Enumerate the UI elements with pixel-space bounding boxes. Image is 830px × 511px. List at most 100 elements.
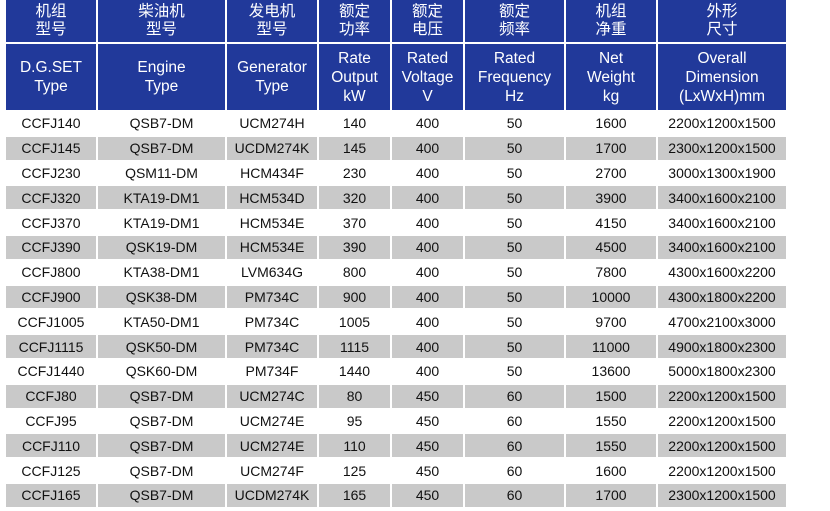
cell-generator-type: PM734F bbox=[226, 358, 319, 385]
cell-overall-dimension: 5000x1800x2300 bbox=[657, 358, 788, 385]
header-line: Frequency bbox=[477, 68, 552, 86]
header-set-type: D.G.SET Type bbox=[6, 43, 98, 112]
cell-set-type: CCFJ1005 bbox=[6, 309, 98, 336]
cell-rated-frequency: 50 bbox=[464, 185, 566, 212]
header-line: Hz bbox=[505, 87, 524, 105]
cell-set-type: CCFJ370 bbox=[6, 210, 98, 236]
cell-generator-type: UCM274E bbox=[226, 408, 319, 435]
cell-engine-type: QSK60-DM bbox=[97, 358, 227, 385]
header-line: Dimension bbox=[685, 68, 759, 86]
cell-rated-output: 230 bbox=[318, 160, 392, 187]
cell-overall-dimension: 4900x1800x2300 bbox=[657, 334, 788, 360]
header-line: 额定 bbox=[498, 3, 530, 20]
table-row: CCFJ1115 QSK50-DM PM734C 1115 400 50 11000 4900… bbox=[6, 334, 788, 360]
table-row: CCFJ320 KTA19-DM1 HCM534D 320 400 50 3900 3400x… bbox=[6, 185, 788, 212]
cell-rated-voltage: 400 bbox=[391, 284, 465, 311]
header-rated-frequency: 额定 频率 bbox=[464, 0, 566, 44]
cell-net-weight: 2700 bbox=[565, 160, 658, 187]
header-line: V bbox=[422, 87, 433, 105]
header-line: kg bbox=[602, 87, 620, 105]
cell-net-weight: 1550 bbox=[565, 433, 658, 460]
cell-rated-voltage: 400 bbox=[391, 160, 465, 187]
header-line: Engine bbox=[137, 59, 186, 76]
cell-set-type: CCFJ1440 bbox=[6, 358, 98, 385]
cell-rated-output: 900 bbox=[318, 284, 392, 311]
cell-rated-output: 80 bbox=[318, 383, 392, 410]
cell-net-weight: 1600 bbox=[565, 111, 658, 137]
cell-engine-type: KTA19-DM1 bbox=[97, 185, 227, 212]
cell-engine-type: QSB7-DM bbox=[97, 482, 227, 509]
cell-rated-voltage: 450 bbox=[391, 433, 465, 460]
header-line: 发电机 bbox=[248, 3, 296, 20]
header-overall-dimension: Overall Dimension (LxWxH)mm bbox=[657, 43, 788, 112]
table-row: CCFJ165 QSB7-DM UCDM274K 165 450 60 1700 2300x1… bbox=[6, 482, 788, 509]
header-rated-frequency: Rated Frequency Hz bbox=[464, 43, 566, 112]
cell-rated-frequency: 50 bbox=[464, 234, 566, 261]
cell-rated-voltage: 400 bbox=[391, 334, 465, 360]
header-line: Rated bbox=[493, 49, 536, 67]
cell-generator-type: UCDM274K bbox=[226, 135, 319, 162]
cell-engine-type: KTA38-DM1 bbox=[97, 259, 227, 286]
header-line: 频率 bbox=[498, 21, 530, 38]
cell-rated-output: 1005 bbox=[318, 309, 392, 336]
cell-rated-output: 145 bbox=[318, 135, 392, 162]
cell-engine-type: QSK19-DM bbox=[97, 234, 227, 261]
cell-net-weight: 1600 bbox=[565, 458, 658, 484]
cell-rated-voltage: 450 bbox=[391, 458, 465, 484]
cell-rated-output: 370 bbox=[318, 210, 392, 236]
header-line: Overall bbox=[697, 49, 747, 67]
header-line: 柴油机 bbox=[138, 3, 185, 20]
cell-overall-dimension: 2200x1200x1500 bbox=[657, 433, 788, 460]
header-line: 额定 bbox=[411, 3, 443, 20]
cell-set-type: CCFJ165 bbox=[6, 482, 98, 509]
cell-net-weight: 11000 bbox=[565, 334, 658, 360]
cell-rated-output: 140 bbox=[318, 111, 392, 137]
header-net-weight: Net Weight kg bbox=[565, 43, 658, 112]
cell-engine-type: QSB7-DM bbox=[97, 383, 227, 410]
cell-rated-voltage: 450 bbox=[391, 482, 465, 509]
cell-net-weight: 4500 bbox=[565, 234, 658, 261]
header-engine-type: 柴油机 型号 bbox=[97, 0, 227, 44]
header-rated-voltage: Rated Voltage V bbox=[391, 43, 465, 112]
header-line: 型号 bbox=[145, 21, 177, 38]
cell-engine-type: QSB7-DM bbox=[97, 458, 227, 484]
cell-engine-type: QSK38-DM bbox=[97, 284, 227, 311]
cell-rated-frequency: 50 bbox=[464, 111, 566, 137]
header-overall-dimension: 外形 尺寸 bbox=[657, 0, 788, 44]
cell-rated-voltage: 400 bbox=[391, 210, 465, 236]
header-rated-voltage: 额定 电压 bbox=[391, 0, 465, 44]
header-line: D.G.SET bbox=[19, 59, 82, 76]
cell-rated-output: 390 bbox=[318, 234, 392, 261]
cell-set-type: CCFJ140 bbox=[6, 111, 98, 137]
cell-generator-type: UCM274H bbox=[226, 111, 319, 137]
cell-generator-type: PM734C bbox=[226, 334, 319, 360]
cell-set-type: CCFJ125 bbox=[6, 458, 98, 484]
generator-spec-table: 机组 型号 柴油机 型号 发电机 型号 额定 功率 额定 电压 额定 频率 机组 净重 外形 尺寸 D.G.S… bbox=[6, 0, 788, 509]
table-body: CCFJ140 QSB7-DM UCM274H 140 400 50 1600 2200x12… bbox=[6, 111, 788, 509]
header-line: 额定 bbox=[338, 3, 370, 20]
cell-rated-voltage: 400 bbox=[391, 111, 465, 137]
cell-overall-dimension: 3400x1600x2100 bbox=[657, 210, 788, 236]
cell-engine-type: QSB7-DM bbox=[97, 135, 227, 162]
cell-net-weight: 1700 bbox=[565, 482, 658, 509]
cell-generator-type: UCM274C bbox=[226, 383, 319, 410]
cell-rated-frequency: 60 bbox=[464, 458, 566, 484]
cell-rated-output: 95 bbox=[318, 408, 392, 435]
header-line: 型号 bbox=[35, 21, 67, 38]
table-row: CCFJ95 QSB7-DM UCM274E 95 450 60 1550 2200x1200… bbox=[6, 408, 788, 435]
cell-rated-voltage: 400 bbox=[391, 259, 465, 286]
cell-rated-output: 165 bbox=[318, 482, 392, 509]
header-line: kW bbox=[343, 87, 366, 105]
cell-generator-type: PM734C bbox=[226, 284, 319, 311]
cell-set-type: CCFJ95 bbox=[6, 408, 98, 435]
cell-overall-dimension: 3000x1300x1900 bbox=[657, 160, 788, 187]
header-line: Weight bbox=[587, 68, 635, 86]
header-line: Generator bbox=[237, 59, 307, 76]
header-line: Type bbox=[34, 78, 68, 95]
cell-rated-frequency: 50 bbox=[464, 160, 566, 187]
cell-set-type: CCFJ230 bbox=[6, 160, 98, 187]
cell-rated-output: 1440 bbox=[318, 358, 392, 385]
cell-net-weight: 9700 bbox=[565, 309, 658, 336]
cell-overall-dimension: 4700x2100x3000 bbox=[657, 309, 788, 336]
header-line: 机组 bbox=[35, 3, 67, 20]
